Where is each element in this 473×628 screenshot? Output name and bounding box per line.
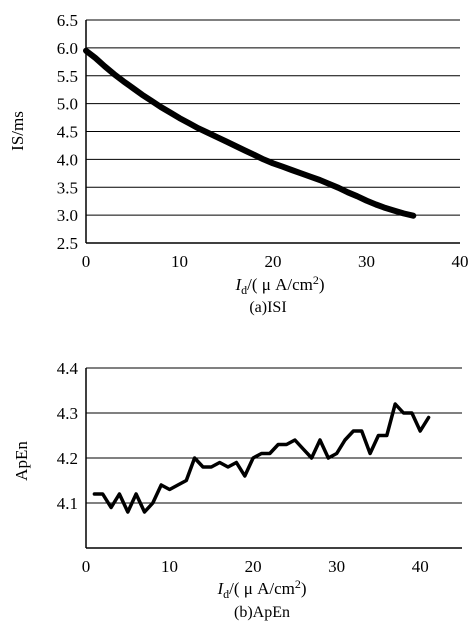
chart-apen-series-line [92, 402, 431, 514]
x-tick-label: 40 [452, 252, 469, 271]
x-tick-label: 0 [82, 557, 91, 576]
y-tick-label: 3.5 [57, 178, 78, 197]
y-tick-label: 5.5 [57, 67, 78, 86]
x-tick-label: 0 [82, 252, 91, 271]
x-tick-label: 10 [171, 252, 188, 271]
chart-isi-series-line [83, 47, 417, 219]
chart-isi-caption: (a)ISI [249, 299, 286, 316]
y-tick-label: 2.5 [57, 234, 78, 253]
y-tick-label: 4.3 [57, 404, 78, 423]
chart-isi-y-axis-label: IS/ms [8, 111, 27, 151]
chart-isi-y-ticks: 2.5 3.0 3.5 4.0 4.5 5.0 5.5 6.0 6.5 [57, 11, 78, 253]
chart-isi-x-axis-label: Id/( μ A/cm2) [234, 273, 324, 297]
x-tick-label: 30 [328, 557, 345, 576]
chart-apen-gridlines [86, 367, 462, 504]
y-tick-label: 6.0 [57, 39, 78, 58]
chart-apen-y-ticks: 4.1 4.2 4.3 4.4 [57, 359, 79, 513]
x-tick-label: 30 [358, 252, 375, 271]
chart-isi-x-ticks: 0 10 20 30 40 [82, 252, 469, 271]
y-tick-label: 5.0 [57, 95, 78, 114]
x-tick-label: 10 [161, 557, 178, 576]
chart-apen-y-axis-label: ApEn [12, 441, 31, 481]
x-tick-label: 40 [412, 557, 429, 576]
chart-apen-caption: (b)ApEn [234, 604, 290, 621]
y-tick-label: 3.0 [57, 206, 78, 225]
y-tick-label: 4.4 [57, 359, 79, 378]
chart-apen-x-axis-label: Id/( μ A/cm2) [216, 577, 306, 601]
chart-isi: 2.5 3.0 3.5 4.0 4.5 5.0 5.5 6.0 6.5 0 10 20 30 40 IS… [8, 11, 469, 316]
x-tick-label: 20 [265, 252, 282, 271]
y-tick-label: 4.2 [57, 449, 78, 468]
y-tick-label: 4.1 [57, 494, 78, 513]
y-tick-label: 4.5 [57, 123, 78, 142]
chart-isi-gridlines [86, 19, 460, 216]
y-tick-label: 4.0 [57, 150, 78, 169]
chart-apen: 4.1 4.2 4.3 4.4 0 10 20 30 40 ApEn Id/( μ A/cm2… [12, 359, 462, 621]
chart-apen-x-ticks: 0 10 20 30 40 [82, 557, 429, 576]
x-tick-label: 20 [245, 557, 262, 576]
y-tick-label: 6.5 [57, 11, 78, 30]
